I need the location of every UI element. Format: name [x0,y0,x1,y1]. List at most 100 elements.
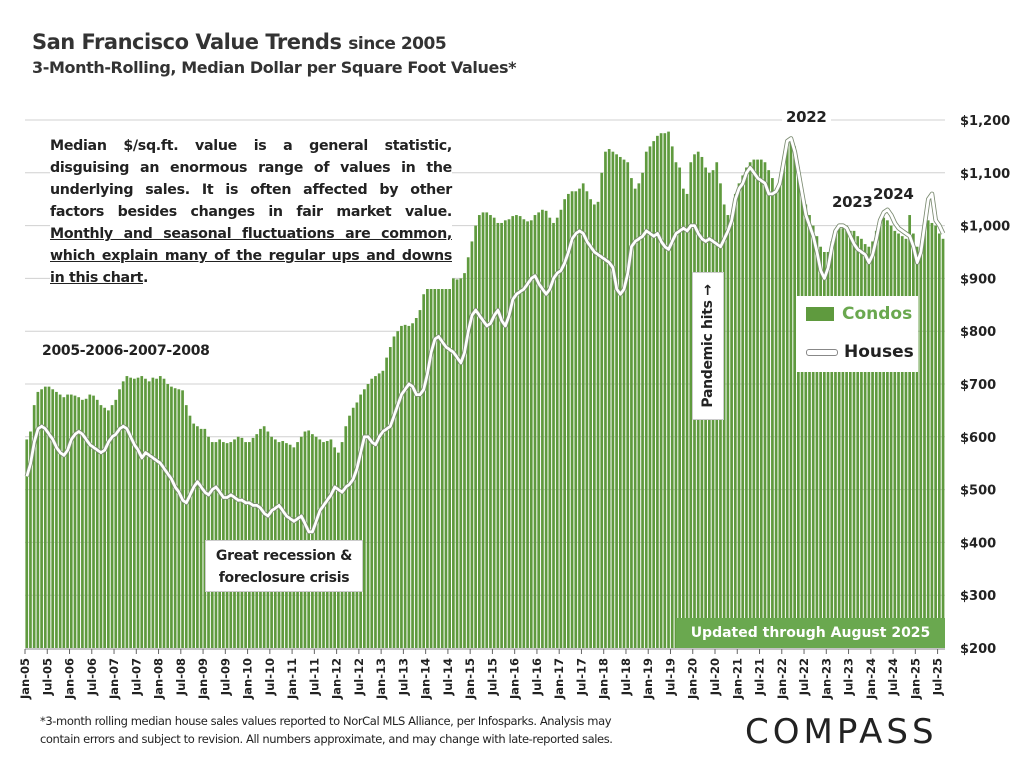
y-tick-label: $800 [960,325,996,340]
condo-bar [99,405,103,648]
condo-bar [941,238,945,649]
condo-bar [774,188,778,648]
y-tick-label: $700 [960,378,996,393]
condo-bar [756,159,759,648]
y-tick-label: $500 [960,484,996,499]
condo-bar [578,188,581,648]
condo-bar [652,141,656,648]
condo-bar [466,257,470,648]
condo-bar [518,216,522,648]
condo-bar [689,162,693,649]
condo-bar [36,391,40,648]
condo-bar [641,172,644,649]
houses-line [25,137,945,534]
x-tick-label: Jan-14 [419,658,433,700]
condo-bar [151,377,155,648]
condo-bar [574,191,578,648]
condo-bar [845,225,848,648]
condo-bar [644,151,648,648]
condo-bar [797,167,800,648]
condo-bar [444,275,448,648]
condo-bar [726,215,730,649]
y-tick-label: $400 [960,536,996,551]
condo-bar [32,405,36,648]
condo-bar [84,398,88,648]
condo-bar [771,178,774,648]
x-tick-label: Jan-06 [63,658,77,700]
condo-bar [92,395,95,648]
updated-banner: Updated through August 2025 [676,618,945,648]
legend-condos: Condos [806,304,912,324]
condo-bar [882,217,886,648]
condo-bar [81,399,84,648]
condo-bar [808,215,811,649]
condo-bar [307,430,311,648]
condo-bar [923,230,926,648]
title-suffix: since 2005 [348,34,447,54]
condo-bar [121,381,125,648]
condo-bar [793,146,797,648]
condo-bar [500,222,503,648]
x-tick-label: Jul-11 [307,658,321,696]
recession-annotation: Great recession & foreclosure crisis [205,540,363,592]
condo-bar [381,370,385,648]
condo-bar [114,399,118,648]
y-tick-label: $1,000 [960,220,1010,235]
y-tick-label: $200 [960,642,996,657]
y-tick-label: $900 [960,272,996,287]
x-tick-label: Jul-23 [842,658,856,696]
x-tick-label: Jan-24 [864,658,878,700]
condo-bar [43,386,47,648]
x-tick-label: Jan-17 [552,658,566,700]
condo-bar [926,220,930,648]
condo-bar [489,215,492,649]
condo-bar [370,378,374,648]
x-tick-label: Jan-18 [597,658,611,700]
legend-houses: Houses [806,342,914,362]
condo-bar [459,278,463,648]
condo-bar [422,294,426,648]
condo-bar [785,141,789,648]
x-tick-label: Jan-15 [463,658,477,700]
condo-bar [637,183,641,649]
title-main: San Francisco Value Trends [32,30,342,54]
x-tick-label: Jan-23 [819,658,833,700]
recession-line2: foreclosure crisis [218,570,350,586]
condo-bar [125,376,129,648]
x-tick-label: Jan-20 [686,658,700,700]
condo-bar [567,193,570,649]
pandemic-annotation: Pandemic hits → [692,272,724,420]
condo-bar [166,384,170,648]
condo-bar [596,201,600,648]
x-tick-label: Jan-22 [775,658,789,700]
condo-bar [841,228,845,649]
condo-bar [492,217,496,648]
condo-bar [908,215,912,649]
condo-bar [648,146,652,648]
condo-bar [47,386,51,648]
condo-bar [144,378,147,648]
condo-bar [136,377,140,648]
x-tick-label: Jul-20 [708,658,722,696]
condo-bar [192,423,196,648]
condo-bar [103,407,107,648]
x-tick-label: Jul-25 [931,658,945,696]
condo-bar [62,397,66,648]
condo-bar [199,428,203,648]
condo-bar [403,324,407,648]
x-tick-label: Jul-12 [352,658,366,696]
condo-bar [411,323,414,648]
condo-bar [522,219,526,649]
condo-bar [848,230,852,648]
condo-bar [507,219,511,649]
condo-bar [570,191,574,648]
condo-bar [414,318,418,648]
x-tick-label: Jan-12 [330,658,344,700]
condo-bar [374,376,377,648]
condo-bar [73,395,77,648]
period-label: 2005-2006-2007-2008 [42,343,210,359]
condo-bar [633,188,637,648]
condo-bar [934,225,937,648]
condo-bar [177,389,181,648]
condo-bar [659,133,663,648]
